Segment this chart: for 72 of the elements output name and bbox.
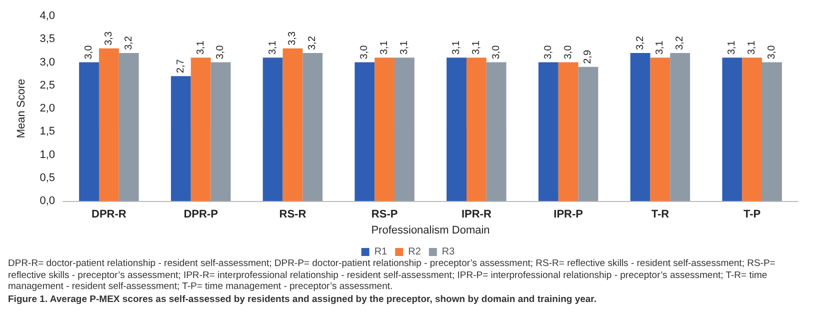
bar [742,58,762,201]
y-tick-label: 2,5 [40,79,55,92]
text: DPR-R= doctor-patient relationship - resident self-assessment; DPR-P= doctor-patient relationship - preceptor’s assessment; RS-R= reflective skills - resident self-assessment; RS-P= reflective skills - preceptor’s assessment; IPR-R= interprofessional relationship - resident self-assessment; IPR-P= interprofessional relationship - preceptor’s assessment; T-R= time management - resident self-assessment; T-P= time management - preceptor’s assessment. [8,258,776,292]
data-label: 3,1 [267,40,278,55]
bar [79,62,99,201]
y-tick-label: 1,0 [40,148,55,161]
data-label: 3,1 [746,40,758,55]
y-tick-label: 4,0 [40,10,55,22]
bar [466,58,486,201]
bar [374,58,395,201]
y-axis-title: Mean Score [16,78,28,138]
bar [282,48,303,201]
data-label: 3,0 [490,44,502,60]
data-label: 3,3 [287,31,298,46]
legend-label: R3 [442,246,456,258]
data-label: 3,0 [542,44,554,60]
x-tick-label: IPR-R [461,208,492,220]
bar [558,62,578,201]
bar [354,62,375,201]
data-label: 3,0 [359,44,370,60]
data-label: 3,3 [103,31,114,46]
data-label: 3,2 [674,36,686,50]
bar [538,62,558,201]
bar [98,48,119,201]
bar [578,66,598,201]
y-tick-label: 3,0 [40,56,55,68]
bar [650,58,670,201]
y-tick-label: 0,0 [40,195,55,207]
data-label: 3,0 [84,44,95,60]
legend-label: R1 [374,246,388,258]
y-tick-label: 0,5 [40,172,55,184]
legend-label: R2 [408,246,422,258]
x-tick-label: T-P [744,208,761,220]
y-tick-label: 3,5 [40,33,55,46]
x-tick-label: DPR-R [92,208,126,220]
x-tick-label: RS-P [371,208,398,220]
caption: Figure 1. Average P-MEX scores as self-assessed by residents and assigned by the preceptor, shown by domain and training year. [8,294,598,305]
bar [302,53,323,201]
bar [394,58,414,201]
data-label: 3,1 [654,40,666,55]
data-label: 3,1 [451,40,462,55]
data-label: 3,0 [562,44,574,60]
x-tick-label: RS-R [279,208,306,220]
data-label: 2,7 [175,58,186,74]
data-label: 3,1 [379,40,390,55]
bar [118,53,139,201]
data-label: 3,1 [726,40,738,55]
data-label: 3,2 [123,36,134,50]
bar [262,58,283,201]
data-label: 3,0 [215,44,226,60]
data-label: 2,9 [582,50,594,64]
data-label: 3,2 [307,36,318,50]
x-tick-label: IPR-P [554,208,583,220]
bar [190,58,211,201]
bar [722,58,742,201]
bar [762,62,782,201]
bar [486,62,506,201]
y-tick-label: 2,0 [40,102,55,114]
x-tick-label: DPR-P [184,208,218,220]
bar [670,53,690,201]
bar [446,58,466,201]
data-label: 3,1 [398,40,410,55]
x-tick-label: T-R [651,208,670,220]
data-label: 3,0 [766,44,778,60]
data-label: 3,1 [470,40,482,55]
bar [210,62,231,201]
data-label: 3,1 [195,40,206,55]
bar [630,53,650,201]
y-tick-label: 1,5 [40,126,55,138]
data-label: 3,2 [634,36,646,50]
bar [170,76,191,201]
x-axis-title: Professionalism Domain [371,224,490,236]
